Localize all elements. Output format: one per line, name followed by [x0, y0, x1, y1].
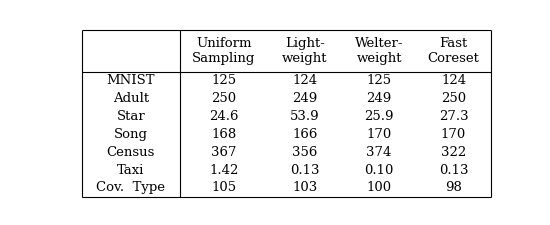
Text: 0.10: 0.10	[365, 164, 394, 177]
Text: 53.9: 53.9	[290, 110, 320, 123]
Text: 125: 125	[211, 74, 236, 88]
Text: MNIST: MNIST	[107, 74, 155, 88]
Text: 27.3: 27.3	[439, 110, 469, 123]
Text: 0.13: 0.13	[290, 164, 320, 177]
Text: 103: 103	[292, 181, 317, 194]
Text: Coreset: Coreset	[427, 52, 480, 65]
Text: Song: Song	[114, 128, 148, 141]
Text: Fast: Fast	[439, 37, 468, 50]
Text: 105: 105	[211, 181, 236, 194]
Text: 367: 367	[211, 146, 236, 159]
Text: 356: 356	[292, 146, 317, 159]
Text: 168: 168	[211, 128, 236, 141]
Text: weight: weight	[282, 52, 327, 65]
Text: Welter-: Welter-	[355, 37, 403, 50]
Text: 25.9: 25.9	[365, 110, 394, 123]
Text: 124: 124	[441, 74, 466, 88]
Text: 249: 249	[366, 92, 392, 105]
Text: Cov.  Type: Cov. Type	[96, 181, 165, 194]
Text: 125: 125	[366, 74, 392, 88]
Text: 170: 170	[366, 128, 392, 141]
Text: weight: weight	[356, 52, 402, 65]
Text: Uniform: Uniform	[196, 37, 251, 50]
Text: Light-: Light-	[285, 37, 324, 50]
Text: 250: 250	[441, 92, 466, 105]
Text: 322: 322	[441, 146, 466, 159]
Text: 0.13: 0.13	[439, 164, 468, 177]
Text: 100: 100	[366, 181, 392, 194]
Text: Star: Star	[117, 110, 145, 123]
Text: Sampling: Sampling	[192, 52, 255, 65]
Text: 24.6: 24.6	[209, 110, 239, 123]
Text: Census: Census	[107, 146, 155, 159]
Text: 98: 98	[445, 181, 462, 194]
Text: Adult: Adult	[113, 92, 149, 105]
Text: 249: 249	[292, 92, 317, 105]
Text: 374: 374	[366, 146, 392, 159]
Text: Taxi: Taxi	[117, 164, 145, 177]
Text: 166: 166	[292, 128, 317, 141]
Text: 170: 170	[441, 128, 466, 141]
Text: 1.42: 1.42	[209, 164, 239, 177]
Text: 124: 124	[292, 74, 317, 88]
Text: 250: 250	[211, 92, 236, 105]
